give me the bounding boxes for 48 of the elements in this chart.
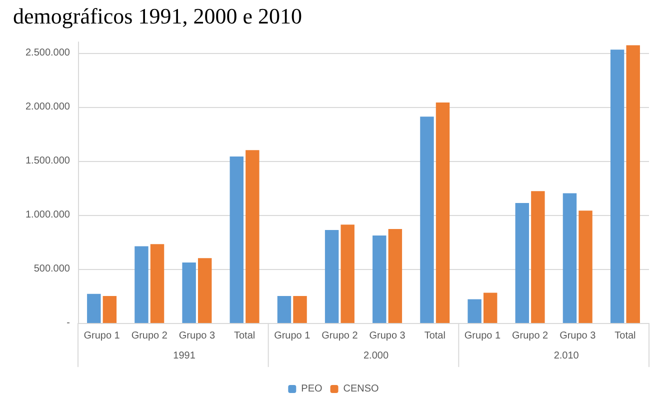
x-tick-label: Grupo 2 — [512, 330, 549, 342]
y-tick-label: - — [66, 318, 70, 328]
chart-title: demográficos 1991, 2000 e 2010 — [13, 4, 302, 28]
bar — [578, 210, 592, 323]
text: 2.000 — [363, 350, 389, 362]
y-tick-label: 1.500.000 — [26, 155, 70, 166]
x-tick-label: Grupo 3 — [369, 330, 406, 342]
x-tick-label: Total — [614, 330, 636, 342]
bar — [483, 292, 498, 323]
x-tick-label: Total — [424, 330, 446, 342]
y-tick-label: 500.000 — [34, 263, 70, 274]
bar — [182, 262, 196, 323]
bar — [277, 296, 292, 323]
x-tick-label: Grupo 1 — [84, 330, 120, 342]
bar — [198, 258, 212, 323]
bar — [293, 296, 307, 323]
x-tick-label: Grupo 2 — [131, 330, 168, 342]
bar — [531, 191, 545, 323]
bar — [468, 299, 482, 323]
x-tick-label: Grupo 3 — [178, 330, 216, 342]
bar — [372, 235, 386, 323]
bar — [388, 228, 402, 323]
bar — [246, 150, 260, 323]
x-tick-label: Grupo 1 — [274, 330, 311, 342]
x-tick-label: Grupo 1 — [464, 330, 501, 342]
y-tick-label: 2.000.000 — [26, 101, 70, 112]
x-tick-label: Grupo 2 — [322, 330, 358, 342]
bar — [562, 193, 577, 323]
bar — [150, 244, 164, 323]
bar — [626, 45, 640, 323]
bar — [420, 116, 434, 323]
bar — [230, 156, 244, 323]
bar — [87, 294, 101, 323]
legend-label: CENSO — [343, 384, 380, 394]
x-tick-label: Grupo 3 — [560, 330, 596, 342]
text: 2.010 — [554, 350, 580, 362]
bar — [515, 203, 530, 323]
x-tick-label: Total — [234, 330, 256, 342]
y-tick-label: 2.500.000 — [26, 47, 70, 58]
bar — [134, 246, 148, 323]
bar — [436, 102, 450, 323]
bar — [324, 230, 339, 323]
legend-label: PEO — [301, 384, 322, 394]
bar — [102, 296, 117, 323]
text: 1991 — [173, 350, 196, 362]
bar — [340, 224, 354, 323]
bar — [610, 50, 624, 323]
y-tick-label: 1.000.000 — [26, 209, 70, 220]
